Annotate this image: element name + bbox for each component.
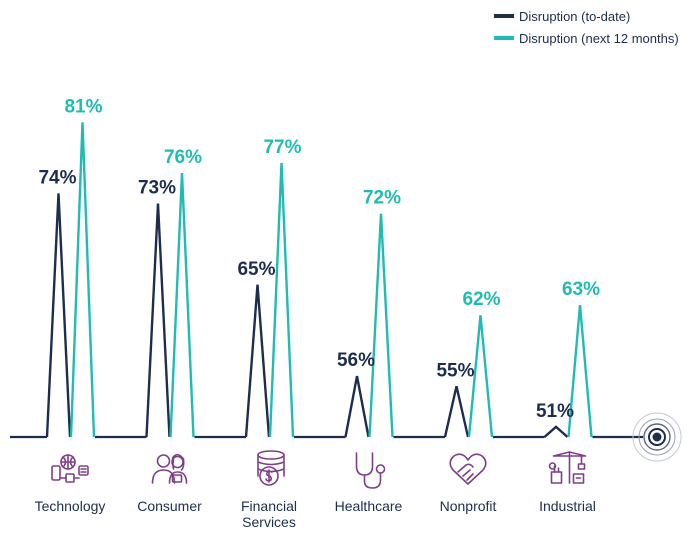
spike-to-date bbox=[443, 385, 470, 438]
value-label-next-12-months: 72% bbox=[363, 188, 401, 209]
spike-next-12-months bbox=[368, 213, 394, 438]
value-label-to-date: 74% bbox=[38, 167, 76, 188]
category-label: Industrial bbox=[539, 498, 596, 514]
value-label-next-12-months: 77% bbox=[263, 137, 301, 158]
nonprofit-icon bbox=[449, 453, 487, 485]
value-label-to-date: 73% bbox=[138, 178, 176, 199]
value-label-to-date: 65% bbox=[237, 259, 275, 280]
category-label: Healthcare bbox=[335, 498, 403, 514]
value-label-next-12-months: 76% bbox=[164, 147, 202, 168]
spike-next-12-months bbox=[69, 122, 96, 438]
legend-swatch-to-date bbox=[494, 14, 514, 18]
spike-next-12-months bbox=[567, 304, 593, 438]
legend-label-next-12-months: Disruption (next 12 months) bbox=[519, 30, 679, 46]
value-label-to-date: 56% bbox=[337, 350, 375, 371]
value-label-next-12-months: 62% bbox=[462, 289, 500, 310]
healthcare-icon bbox=[355, 452, 386, 489]
spike-to-date bbox=[543, 425, 569, 438]
spike-to-date bbox=[145, 203, 171, 438]
spike-to-date bbox=[344, 375, 370, 438]
category-label: Nonprofit bbox=[440, 498, 497, 514]
industrial-icon bbox=[548, 451, 587, 484]
spike-next-12-months bbox=[467, 315, 494, 438]
category-label: Technology bbox=[35, 498, 106, 514]
category-label: Consumer bbox=[137, 498, 202, 514]
spike-to-date bbox=[244, 284, 271, 438]
spike-next-12-months bbox=[169, 173, 195, 438]
value-label-next-12-months: 63% bbox=[562, 279, 600, 300]
spike-next-12-months bbox=[268, 162, 295, 438]
legend-entry-next-12-months: Disruption (next 12 months) bbox=[494, 28, 679, 48]
legend-swatch-next-12-months bbox=[494, 36, 514, 40]
legend-label-to-date: Disruption (to-date) bbox=[519, 8, 631, 24]
technology-icon bbox=[51, 454, 89, 483]
spike-to-date bbox=[45, 193, 72, 438]
value-label-to-date: 55% bbox=[436, 360, 474, 381]
financial-services-icon bbox=[257, 450, 285, 486]
legend-entry-to-date: Disruption (to-date) bbox=[494, 6, 679, 26]
value-label-to-date: 51% bbox=[536, 401, 574, 422]
target-icon bbox=[632, 412, 682, 462]
consumer-icon bbox=[151, 453, 188, 484]
value-label-next-12-months: 81% bbox=[64, 96, 102, 117]
legend: Disruption (to-date) Disruption (next 12… bbox=[494, 6, 679, 50]
category-label: Financial Services bbox=[241, 498, 297, 530]
